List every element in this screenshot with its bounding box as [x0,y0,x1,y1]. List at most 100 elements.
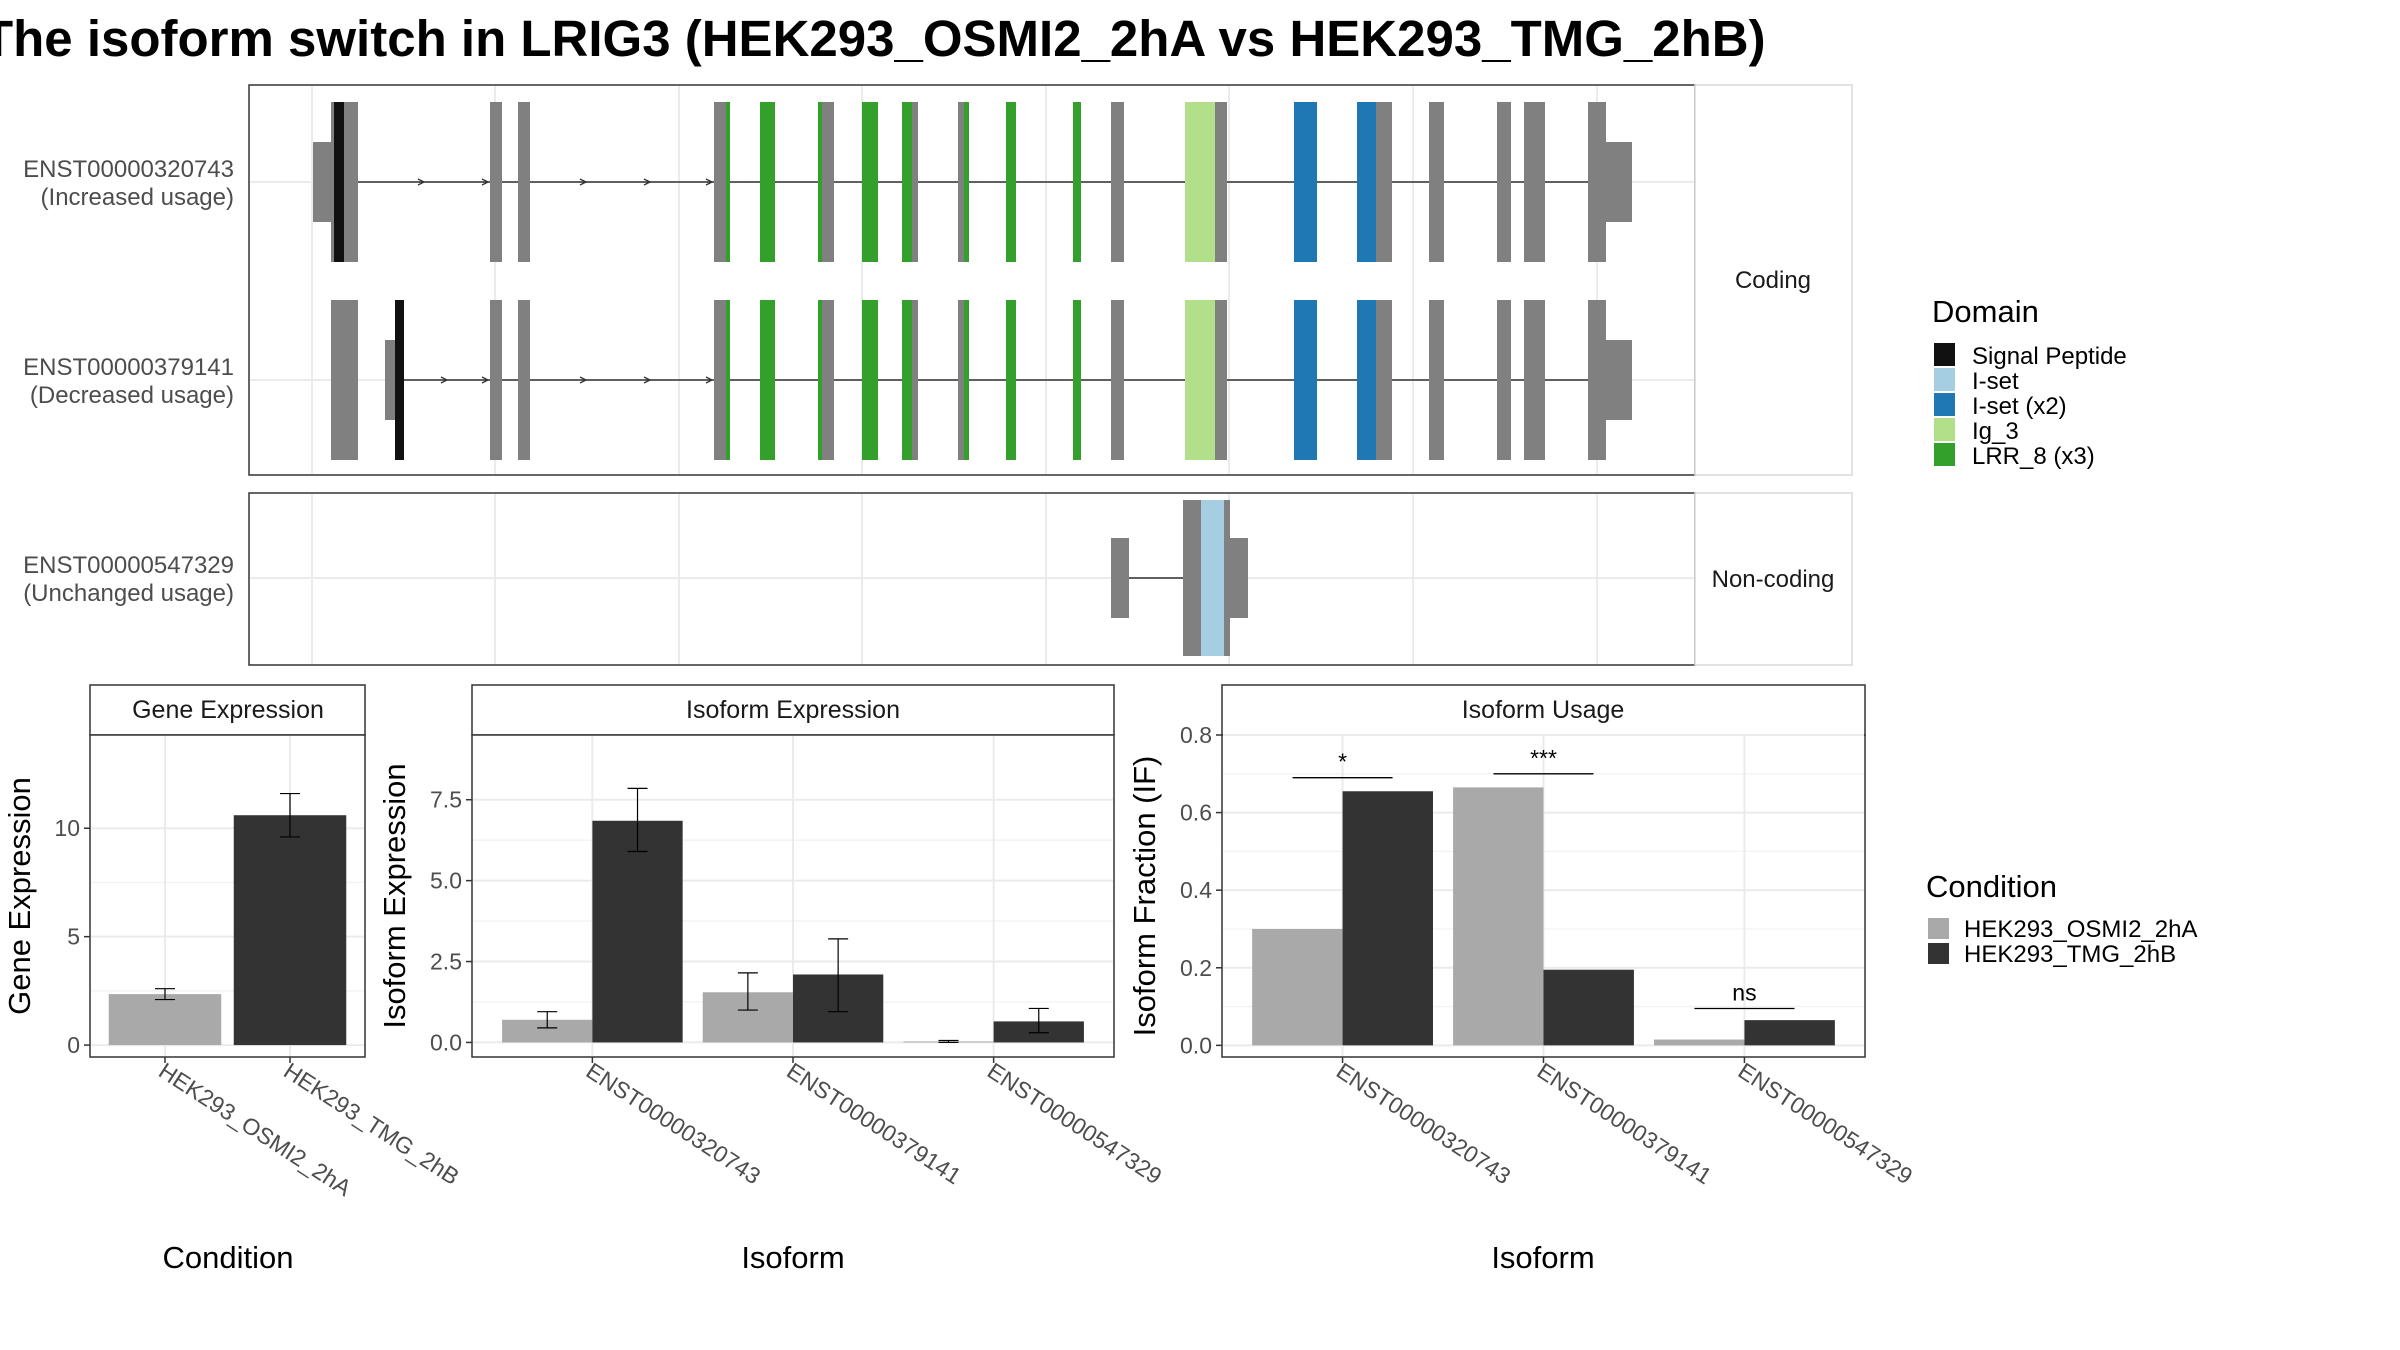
exon-block [822,300,834,460]
x-tick-label: ENST00000547329 [983,1057,1167,1189]
exon-block [912,300,918,460]
domain-legend-swatch [1934,443,1955,466]
transcript-id: ENST00000379141 [23,354,234,381]
domain-block [726,300,730,460]
y-axis-title: Isoform Fraction (IF) [1127,756,1162,1037]
exon-block [490,102,502,262]
y-tick-label: 0.2 [1180,955,1212,981]
exon-block [1183,500,1201,656]
exon-block [1111,538,1129,618]
x-tick-label: ENST00000547329 [1734,1057,1918,1189]
domain-legend-swatch [1934,393,1955,416]
structure-panels: Coding Non-coding ENST00000320743 (Incre… [23,84,1853,666]
condition-legend: Condition HEK293_OSMI2_2hA HEK293_TMG_2h… [1926,869,2197,968]
bar [502,1019,593,1043]
strand-arrow [579,178,588,186]
y-tick-label: 5.0 [430,868,462,894]
strand-arrow [643,376,652,384]
y-tick-label: 7.5 [430,787,462,813]
isoform-expression-chart: Isoform Expression 0.0 2.5 5.0 7.5 ENST00000… [377,684,1167,1275]
chart-marks [502,787,1084,1044]
domain-legend-label: I-set [1972,368,2019,395]
exon-block [342,102,358,262]
chart-strip [1221,684,1866,736]
bar [1654,1039,1745,1046]
y-tick-label: 0.0 [430,1029,462,1055]
exon-block [1429,300,1444,460]
significance-label: *** [1530,745,1557,771]
y-tick-label: 10 [54,815,80,841]
y-tick-label: 0.6 [1180,800,1212,826]
signal-peptide-block [334,102,344,262]
condition-legend-title: Condition [1926,869,2057,904]
strand-arrow [481,178,490,186]
transcript-usage: (Unchanged usage) [23,580,234,607]
bar [1342,791,1433,1046]
y-axis-title: Isoform Expression [377,763,412,1028]
condition-b-label: HEK293_TMG_2hB [1964,941,2176,968]
coding-strip [1694,84,1853,476]
domain-block [818,300,822,460]
bar [108,994,222,1046]
exon-block [714,102,726,262]
domain-block [1006,102,1016,262]
domain-block [1294,102,1317,262]
domain-legend-label: Ig_3 [1972,418,2019,445]
exon-block [1497,300,1511,460]
domain-block [1006,300,1016,460]
domain-legend-swatch [1934,418,1955,441]
y-tick-label: 0.4 [1180,877,1212,903]
exon-block [1588,102,1606,262]
exon-block [518,102,530,262]
domain-legend-swatch [1934,368,1955,391]
coding-panel: Coding [248,84,1853,476]
domain-legend-swatch [1934,343,1955,366]
significance-label: * [1338,749,1347,775]
domain-block [862,300,878,460]
domain-block [760,102,775,262]
domain-block [1201,500,1224,656]
exon-block [1376,102,1392,262]
y-axis-title: Gene Expression [2,777,37,1015]
transcript-usage: (Decreased usage) [30,382,234,409]
noncoding-panel: Non-coding [248,492,1853,666]
noncoding-gridlines [250,494,1694,664]
exon-block [1111,300,1124,460]
domain-block [726,102,730,262]
noncoding-strip [1694,492,1853,666]
bar [233,815,347,1046]
domain-block [964,300,969,460]
x-axis-title: Condition [163,1240,294,1275]
transcript-labels: ENST00000320743 (Increased usage) ENST00… [23,156,234,607]
y-tick-label: 0.0 [1180,1032,1212,1058]
exon-block [342,300,358,460]
domain-block [1073,300,1081,460]
bar [1252,928,1343,1046]
utr-block [385,340,395,420]
transcript-id: ENST00000547329 [23,552,234,579]
x-axis-title: Isoform [741,1240,844,1275]
noncoding-strip-label: Non-coding [1712,566,1835,593]
bar [592,820,683,1043]
domain-block [818,102,822,262]
condition-a-swatch [1928,918,1949,939]
condition-b-swatch [1928,943,1949,964]
y-tick-label: 2.5 [430,949,462,975]
exon-block [1215,300,1227,460]
domain-legend-title: Domain [1932,294,2039,329]
figure-title: The isoform switch in LRIG3 (HEK293_OSMI… [0,10,1766,67]
strand-arrow [579,376,588,384]
exon-block [958,102,964,262]
domain-block [1185,102,1215,262]
utr-block [313,142,331,222]
chart-strip [89,684,366,736]
domain-block [1294,300,1317,460]
x-tick-label: ENST00000379141 [782,1057,966,1189]
strand-arrow [705,376,714,384]
exon-block [1111,102,1124,262]
bar [1543,969,1634,1046]
isoform-usage-chart: Isoform Usage * ***ns 0.00.20.40.60.8ENST… [1127,684,1918,1275]
exon-block [912,102,918,262]
